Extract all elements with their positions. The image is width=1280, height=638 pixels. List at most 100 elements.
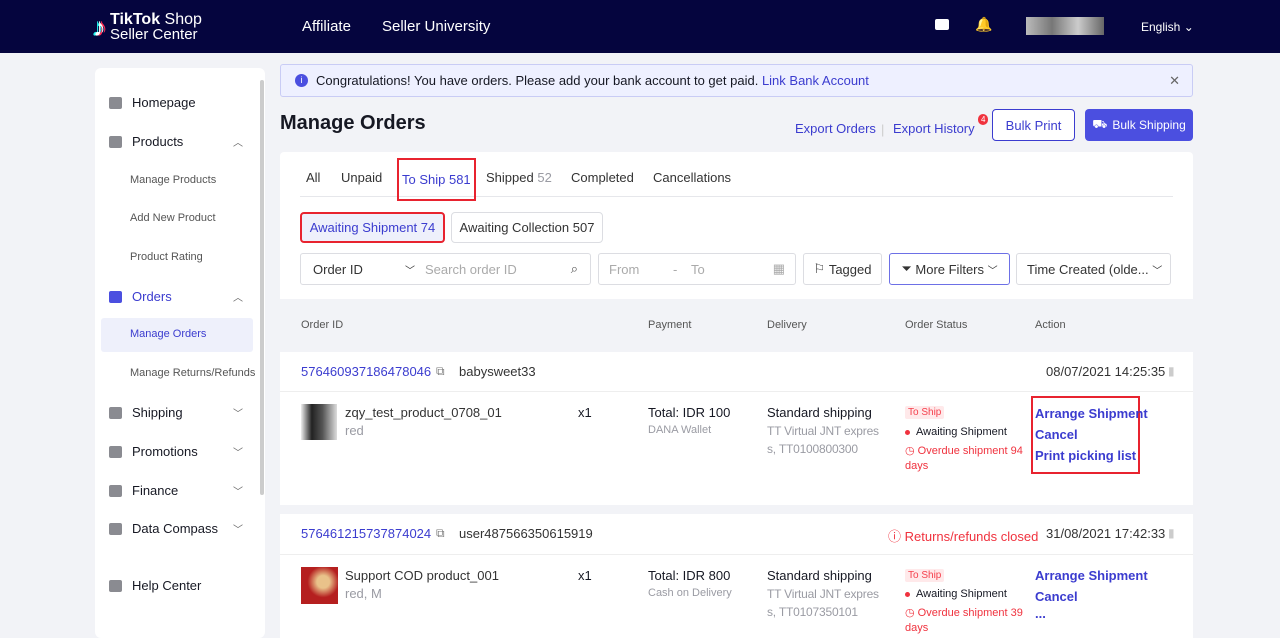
sidebar-label: Homepage	[132, 95, 196, 110]
link-bank-account[interactable]: Link Bank Account	[761, 73, 869, 88]
bookmark-icon[interactable]: ▮	[1168, 526, 1175, 540]
carrier-line2: s, TT0107350101	[767, 605, 858, 619]
product-variant: red	[345, 423, 364, 438]
language-selector[interactable]: English ⌄	[1141, 20, 1194, 34]
sidebar-item-shipping[interactable]: Shipping ﹀	[109, 405, 249, 420]
chevron-down-icon: ﹀	[1152, 265, 1163, 277]
arrange-shipment-link[interactable]: Arrange Shipment	[1035, 568, 1148, 583]
product-thumbnail[interactable]	[301, 404, 337, 440]
sidebar-item-promotions[interactable]: Promotions ﹀	[109, 444, 249, 459]
sidebar-item-orders[interactable]: Orders ︿	[109, 289, 249, 304]
product-thumbnail[interactable]	[301, 567, 338, 604]
buyer-name: babysweet33	[459, 364, 536, 379]
clock-icon: ◷	[905, 445, 915, 457]
quantity: x1	[578, 568, 592, 583]
sidebar-item-add-new-product[interactable]: Add New Product	[130, 212, 216, 224]
nav-affiliate[interactable]: Affiliate	[302, 18, 351, 35]
logo[interactable]: ♪ TikTok Shop Seller Center	[93, 12, 202, 43]
shipping-type: Standard shipping	[767, 405, 872, 420]
sort-label: Time Created (olde...	[1027, 261, 1149, 277]
order-search: Order ID ﹀ Search order ID ⌕	[300, 253, 591, 285]
message-icon[interactable]	[935, 19, 949, 30]
tab-cancellations[interactable]: Cancellations	[653, 170, 732, 185]
product-variant: red, M	[345, 586, 382, 601]
sidebar-item-help-center[interactable]: Help Center	[109, 578, 201, 593]
to-placeholder: To	[691, 261, 705, 277]
sort-select[interactable]: Time Created (olde... ﹀	[1016, 253, 1171, 285]
order-id-link[interactable]: 576460937186478046	[301, 364, 432, 379]
sidebar-scrollbar[interactable]	[260, 80, 264, 495]
header-order-status: Order Status	[905, 319, 968, 331]
bookmark-icon[interactable]: ▮	[1168, 364, 1175, 378]
action-highlight	[1031, 396, 1140, 474]
chevron-down-icon: ﹀	[405, 265, 415, 277]
info-icon: i	[295, 74, 308, 87]
tab-unpaid[interactable]: Unpaid	[341, 170, 383, 185]
megaphone-icon	[109, 445, 122, 458]
tab-to-ship[interactable]: To Ship 581	[397, 158, 476, 201]
search-icon[interactable]: ⌕	[570, 261, 578, 276]
tab-label: Shipped	[486, 170, 534, 185]
header-delivery: Delivery	[767, 319, 807, 331]
header-payment: Payment	[648, 319, 692, 331]
sidebar-item-manage-products[interactable]: Manage Products	[130, 174, 217, 186]
order-id-link[interactable]: 576461215737874024	[301, 526, 432, 541]
arrange-shipment-link[interactable]: Arrange Shipment	[1035, 406, 1148, 421]
divider: |	[881, 122, 885, 137]
tab-completed[interactable]: Completed	[571, 170, 634, 185]
order-time: 31/08/2021 17:42:33	[1046, 526, 1166, 541]
logo-text: TikTok	[110, 11, 161, 28]
close-icon[interactable]: ✕	[1169, 72, 1180, 88]
help-icon	[109, 579, 122, 592]
sidebar-item-finance[interactable]: Finance ﹀	[109, 483, 249, 498]
product-name[interactable]: zqy_test_product_0708_01	[345, 405, 502, 420]
more-actions-link[interactable]: ...	[1035, 606, 1046, 621]
tab-count: 52	[537, 170, 552, 185]
export-orders-link[interactable]: Export Orders	[795, 121, 876, 136]
sidebar-item-homepage[interactable]: Homepage	[109, 95, 196, 110]
order-id-select[interactable]: Order ID ﹀	[301, 262, 425, 277]
print-picking-list-link[interactable]: Print picking list	[1035, 448, 1137, 463]
search-input[interactable]: Search order ID	[425, 261, 517, 277]
logo-text-shop: Shop	[160, 11, 202, 28]
chevron-down-icon: ﹀	[233, 525, 243, 536]
tab-all[interactable]: All	[306, 170, 321, 185]
sidebar-item-product-rating[interactable]: Product Rating	[130, 251, 203, 263]
copy-icon[interactable]: ⧉	[436, 364, 445, 378]
cancel-link[interactable]: Cancel	[1035, 589, 1078, 604]
overdue-text: Overdue shipment 39	[917, 607, 1023, 619]
nav-seller-university[interactable]: Seller University	[382, 18, 491, 35]
bulk-shipping-button[interactable]: ⛟ Bulk Shipping	[1085, 109, 1193, 141]
buyer-name: user487566350615919	[459, 526, 593, 541]
tabs-divider	[300, 196, 1173, 197]
sidebar-label: Promotions	[132, 444, 198, 459]
bell-icon[interactable]: 🔔	[975, 16, 993, 32]
sidebar-label: Finance	[132, 483, 179, 498]
subtab-awaiting-collection[interactable]: Awaiting Collection 507	[451, 212, 603, 243]
divider	[280, 554, 1193, 555]
overdue-warning: ◷ Overdue shipment 94	[905, 444, 1023, 457]
sidebar-item-data-compass[interactable]: Data Compass ﹀	[109, 521, 249, 536]
avatar[interactable]	[1026, 17, 1104, 35]
order-status: Awaiting Shipment	[905, 426, 1007, 438]
sidebar-item-products[interactable]: Products ︿	[109, 134, 249, 149]
status-badge: To Ship	[905, 569, 945, 582]
copy-icon[interactable]: ⧉	[436, 526, 445, 540]
cancel-link[interactable]: Cancel	[1035, 427, 1078, 442]
tab-shipped[interactable]: Shipped 52	[486, 170, 552, 185]
truck-icon: ⛟	[1092, 117, 1108, 131]
export-history-link[interactable]: Export History	[893, 121, 975, 136]
calendar-icon: ▦	[772, 261, 785, 276]
bulk-shipping-label: Bulk Shipping	[1112, 118, 1186, 132]
bulk-print-button[interactable]: Bulk Print	[992, 109, 1075, 141]
product-name[interactable]: Support COD product_001	[345, 568, 499, 583]
tagged-button[interactable]: ⚐ Tagged	[803, 253, 882, 285]
sidebar-item-manage-orders[interactable]: Manage Orders	[130, 328, 207, 340]
header-order-id: Order ID	[301, 319, 344, 331]
subtab-awaiting-shipment[interactable]: Awaiting Shipment 74	[300, 212, 445, 243]
header-action: Action	[1035, 319, 1066, 331]
more-filters-button[interactable]: ⏷ More Filters ﹀	[889, 253, 1010, 285]
sidebar-item-manage-returns[interactable]: Manage Returns/Refunds	[130, 367, 256, 379]
bank-account-banner: i Congratulations! You have orders. Plea…	[280, 64, 1193, 97]
date-range-input[interactable]: From - To ▦	[598, 253, 796, 285]
